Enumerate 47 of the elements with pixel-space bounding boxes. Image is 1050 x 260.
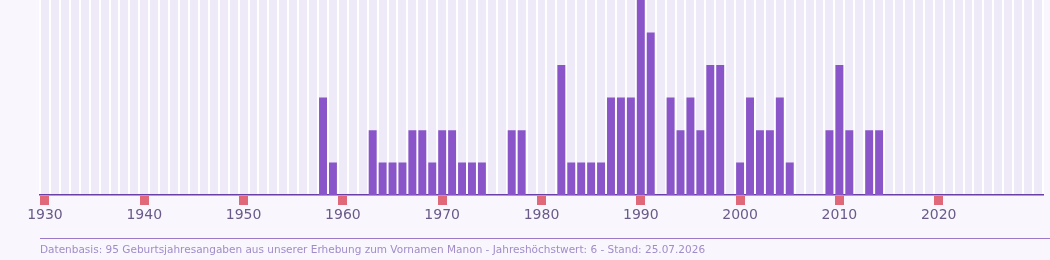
bar — [368, 130, 377, 196]
bar — [646, 32, 655, 196]
bar — [716, 65, 725, 196]
x-tick-label: 1950 — [225, 206, 262, 223]
bar — [775, 97, 784, 196]
bar — [755, 130, 764, 196]
x-tick-label: 2020 — [920, 206, 957, 223]
bar — [448, 130, 457, 196]
bar — [845, 130, 854, 196]
bar — [706, 65, 715, 196]
bar — [468, 162, 476, 196]
bar — [378, 162, 387, 196]
bar — [477, 162, 486, 196]
bar — [418, 130, 427, 196]
bar — [785, 162, 794, 196]
x-tick-label: 1970 — [424, 206, 460, 223]
x-tick-label: 1980 — [523, 206, 560, 223]
x-tick-label: 1990 — [622, 206, 659, 223]
bar — [517, 130, 526, 196]
bar — [507, 130, 516, 196]
bar — [328, 162, 337, 196]
x-tick-label: 1940 — [126, 206, 163, 223]
bar — [597, 162, 606, 196]
bar — [607, 97, 615, 196]
bar — [686, 97, 695, 196]
bar — [557, 65, 566, 196]
bar — [577, 162, 586, 196]
bar — [825, 130, 834, 196]
bar — [567, 162, 576, 196]
x-tick-label: 2010 — [821, 206, 858, 223]
text: Datenbasis: 95 Geburtsjahresangaben aus unserer Erhebung zum Vornamen Manon - Jahreshöchstwert: 6 - Stand: 25.07.2026 — [40, 243, 707, 255]
bar — [666, 97, 675, 196]
x-tick-label: 1930 — [27, 206, 63, 223]
bar — [587, 162, 596, 196]
bar — [408, 130, 417, 196]
bar — [696, 130, 705, 196]
bar — [765, 130, 774, 196]
bar — [746, 97, 754, 196]
bar — [626, 97, 635, 196]
x-tick-label: 2000 — [722, 206, 758, 223]
bar — [458, 162, 467, 196]
x-tick-label: 1960 — [325, 206, 361, 223]
bar — [875, 130, 884, 196]
bar — [865, 130, 874, 196]
bar — [319, 97, 327, 196]
bar — [616, 97, 625, 196]
bar — [428, 162, 437, 196]
